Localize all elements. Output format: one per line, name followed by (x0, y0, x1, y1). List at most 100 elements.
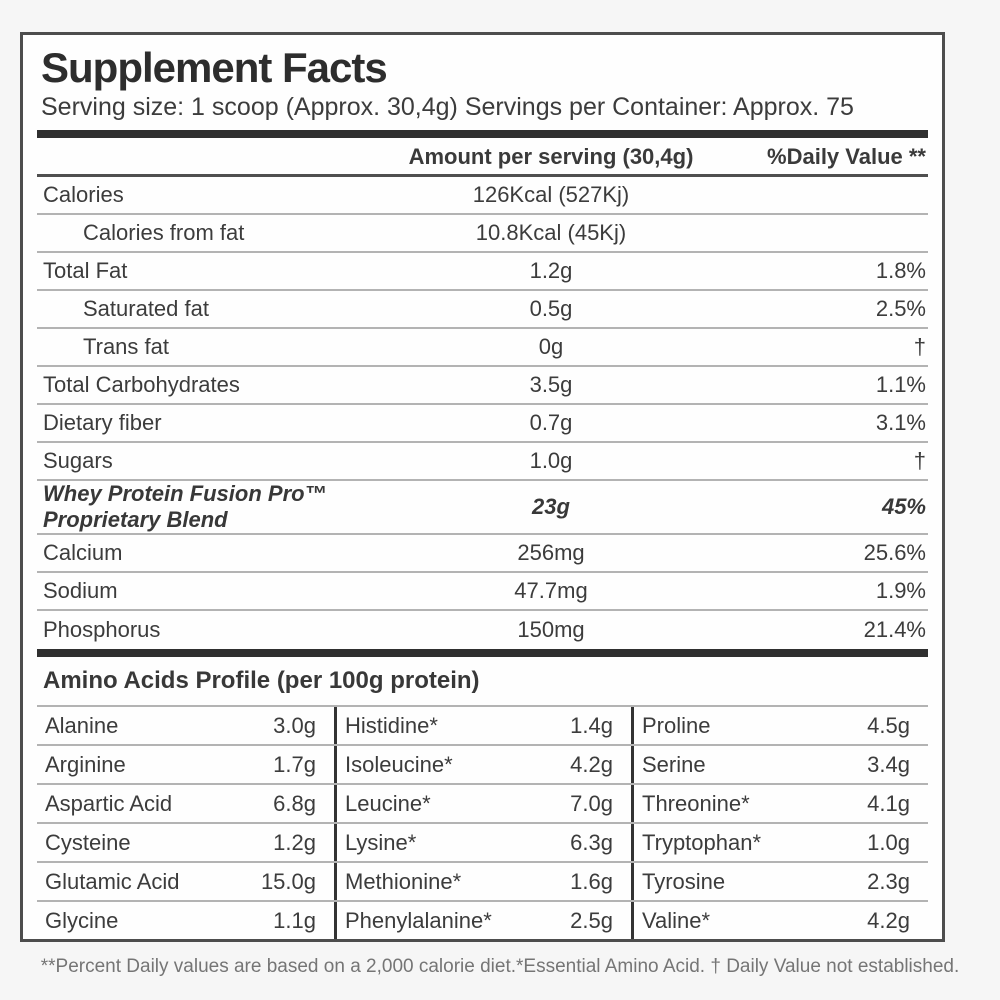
amino-name: Glycine (45, 907, 119, 933)
nutrient-dv: 1.1% (875, 372, 926, 398)
amino-cell: Histidine* 1.4g (334, 707, 631, 745)
divider-header (37, 174, 928, 178)
serving-info: Serving size: 1 scoop (Approx. 30,4g) Se… (41, 93, 854, 122)
table-row-phosphorus: Phosphorus 150mg 21.4% (37, 611, 928, 649)
amino-row: Glycine 1.1g Phenylalanine* 2.5g Valine*… (37, 902, 928, 940)
table-row-total-carbohydrates: Total Carbohydrates 3.5g 1.1% (37, 367, 928, 406)
amino-row: Glutamic Acid 15.0g Methionine* 1.6g Tyr… (37, 863, 928, 903)
amino-name: Serine (642, 751, 706, 777)
amino-row: Arginine 1.7g Isoleucine* 4.2g Serine 3.… (37, 746, 928, 786)
nutrient-amount: 1.0g (529, 448, 573, 474)
amino-name: Glutamic Acid (45, 868, 180, 894)
nutrient-amount: 1.2g (529, 258, 573, 284)
amino-value: 3.4g (867, 751, 910, 777)
amino-value: 2.5g (570, 907, 613, 933)
amino-cell: Proline 4.5g (631, 707, 928, 745)
nutrient-amount: 10.8Kcal (45Kj) (475, 220, 627, 246)
amino-value: 4.1g (867, 790, 910, 816)
nutrient-amount: 47.7mg (514, 578, 588, 604)
amino-row: Alanine 3.0g Histidine* 1.4g Proline 4.5… (37, 707, 928, 747)
nutrient-dv: 1.8% (875, 258, 926, 284)
amino-name: Leucine* (345, 790, 431, 816)
amino-value: 4.2g (570, 751, 613, 777)
nutrient-name: Total Carbohydrates (43, 372, 240, 398)
amino-name: Alanine (45, 712, 119, 738)
amino-name: Lysine* (345, 829, 417, 855)
nutrient-name: Trans fat (83, 334, 169, 360)
amino-cell: Methionine* 1.6g (334, 863, 631, 901)
amino-cell: Tryptophan* 1.0g (631, 824, 928, 862)
nutrient-name: Calories from fat (83, 220, 245, 246)
amino-value: 2.3g (867, 868, 910, 894)
nutrient-dv: † (913, 334, 926, 360)
amino-value: 1.6g (570, 868, 613, 894)
nutrient-amount: 0.7g (529, 410, 573, 436)
amino-name: Phenylalanine* (345, 907, 492, 933)
amino-value: 1.2g (273, 829, 316, 855)
amino-cell: Glycine 1.1g (37, 902, 334, 939)
amino-cell: Aspartic Acid 6.8g (37, 785, 334, 822)
amino-value: 6.8g (273, 790, 316, 816)
table-row-sugars: Sugars 1.0g † (37, 443, 928, 482)
amino-name: Aspartic Acid (45, 790, 173, 816)
amino-cell: Glutamic Acid 15.0g (37, 863, 334, 900)
amino-acids-table: Alanine 3.0g Histidine* 1.4g Proline 4.5… (37, 705, 928, 940)
amino-cell: Arginine 1.7g (37, 746, 334, 783)
amino-cell: Phenylalanine* 2.5g (334, 902, 631, 940)
amino-value: 4.5g (867, 712, 910, 738)
nutrient-name: Whey Protein Fusion Pro™ Proprietary Ble… (43, 481, 327, 533)
nutrient-name: Calories (43, 182, 124, 208)
nutrient-name: Total Fat (43, 258, 128, 284)
table-row-trans-fat: Trans fat 0g † (37, 329, 928, 368)
footnote: **Percent Daily values are based on a 2,… (40, 956, 960, 978)
amino-cell: Cysteine 1.2g (37, 824, 334, 861)
divider-thick-middle (37, 649, 928, 658)
table-row-dietary-fiber: Dietary fiber 0.7g 3.1% (37, 405, 928, 444)
amino-value: 15.0g (260, 868, 316, 894)
amino-name: Isoleucine* (345, 751, 453, 777)
nutrient-amount: 0g (538, 334, 564, 360)
amino-name: Valine* (642, 907, 711, 933)
nutrient-dv: 2.5% (875, 296, 926, 322)
nutrient-amount: 23g (532, 494, 570, 520)
amino-name: Methionine* (345, 868, 462, 894)
table-header: Amount per serving (30,4g) %Daily Value … (37, 138, 928, 174)
amino-cell: Valine* 4.2g (631, 902, 928, 940)
amino-value: 3.0g (273, 712, 316, 738)
nutrient-amount: 256mg (517, 540, 585, 566)
nutrient-name: Sugars (43, 448, 113, 474)
nutrient-name: Phosphorus (43, 617, 161, 643)
table-row-calcium: Calcium 256mg 25.6% (37, 535, 928, 574)
nutrient-dv: 21.4% (863, 617, 926, 643)
amino-cell: Threonine* 4.1g (631, 785, 928, 823)
supplement-facts-label: Supplement Facts Serving size: 1 scoop (… (20, 32, 945, 943)
amino-cell: Alanine 3.0g (37, 707, 334, 744)
amino-cell: Serine 3.4g (631, 746, 928, 784)
nutrient-amount: 3.5g (529, 372, 573, 398)
table-row-calories-from-fat: Calories from fat 10.8Kcal (45Kj) (37, 215, 928, 254)
nutrient-name: Sodium (43, 578, 118, 604)
daily-value-header: %Daily Value ** (767, 144, 926, 170)
nutrient-dv: † (913, 448, 926, 474)
nutrient-table: Calories 126Kcal (527Kj) Calories from f… (37, 177, 928, 649)
nutrient-dv: 1.9% (875, 578, 926, 604)
amino-cell: Isoleucine* 4.2g (334, 746, 631, 784)
amino-value: 4.2g (867, 907, 910, 933)
amino-row: Aspartic Acid 6.8g Leucine* 7.0g Threoni… (37, 785, 928, 825)
table-row-proprietary-blend: Whey Protein Fusion Pro™ Proprietary Ble… (37, 481, 928, 536)
nutrient-dv: 25.6% (863, 540, 926, 566)
divider-thick-top (37, 130, 928, 139)
table-row-calories: Calories 126Kcal (527Kj) (37, 177, 928, 216)
amino-name: Tryptophan* (642, 829, 762, 855)
amino-cell: Lysine* 6.3g (334, 824, 631, 862)
nutrient-amount: 150mg (517, 617, 585, 643)
amino-cell: Leucine* 7.0g (334, 785, 631, 823)
amino-name: Threonine* (642, 790, 750, 816)
amino-name: Proline (642, 712, 711, 738)
nutrient-name: Dietary fiber (43, 410, 162, 436)
amino-value: 6.3g (570, 829, 613, 855)
amino-value: 1.1g (273, 907, 316, 933)
amino-name: Histidine* (345, 712, 438, 738)
nutrient-dv: 45% (881, 494, 926, 520)
